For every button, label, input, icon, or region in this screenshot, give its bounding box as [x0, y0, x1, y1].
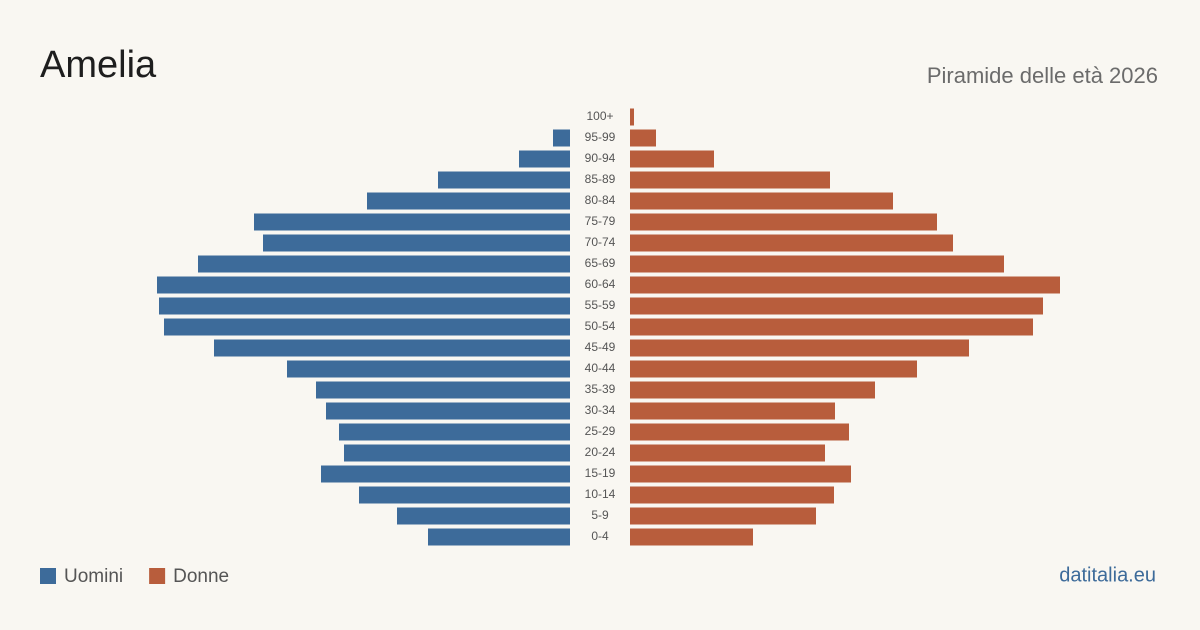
age-label: 40-44 — [585, 361, 616, 375]
bar — [630, 234, 953, 252]
bar — [630, 360, 917, 378]
bar — [438, 171, 570, 189]
source[interactable]: datitalia.eu — [1059, 564, 1156, 586]
bar — [630, 423, 849, 441]
bar — [630, 108, 634, 126]
legend-label: Donne — [173, 566, 229, 587]
bar — [287, 360, 570, 378]
bar — [214, 339, 570, 357]
bar — [630, 129, 656, 147]
bar — [359, 486, 570, 504]
bar — [263, 234, 570, 252]
age-label: 70-74 — [585, 235, 616, 249]
bar — [164, 318, 570, 336]
bar — [326, 402, 570, 420]
bar — [316, 381, 570, 399]
bar — [630, 255, 1004, 273]
bar — [630, 402, 835, 420]
age-label: 50-54 — [585, 319, 616, 333]
chart-title: Amelia — [40, 44, 157, 86]
bar — [157, 276, 570, 294]
legend-swatch — [40, 568, 56, 584]
bar — [367, 192, 570, 210]
age-label: 80-84 — [585, 193, 616, 207]
age-label: 5-9 — [591, 508, 609, 522]
age-label: 100+ — [586, 109, 613, 123]
bar — [630, 486, 834, 504]
age-label: 45-49 — [585, 340, 616, 354]
age-label: 10-14 — [585, 487, 616, 501]
age-label: 95-99 — [585, 130, 616, 144]
bar — [630, 276, 1060, 294]
bar — [630, 318, 1033, 336]
bar — [254, 213, 570, 231]
age-label: 90-94 — [585, 151, 616, 165]
bar — [630, 465, 851, 483]
bar — [339, 423, 570, 441]
age-label: 20-24 — [585, 445, 616, 459]
age-label: 60-64 — [585, 277, 616, 291]
age-label: 85-89 — [585, 172, 616, 186]
age-label: 15-19 — [585, 466, 616, 480]
bar — [630, 171, 830, 189]
age-label: 35-39 — [585, 382, 616, 396]
bar — [553, 129, 570, 147]
age-label: 75-79 — [585, 214, 616, 228]
bar — [397, 507, 570, 525]
bar — [344, 444, 570, 462]
age-label: 0-4 — [591, 529, 609, 543]
legend-swatch — [149, 568, 166, 584]
chart-subtitle: Piramide delle età 2026 — [927, 63, 1158, 88]
legend-label: Uomini — [64, 566, 123, 587]
bar — [630, 339, 969, 357]
age-label: 55-59 — [585, 298, 616, 312]
bar — [428, 528, 570, 546]
bar — [630, 213, 937, 231]
bar — [630, 297, 1043, 315]
age-label: 30-34 — [585, 403, 616, 417]
bar — [630, 507, 816, 525]
bar — [159, 297, 570, 315]
bar — [630, 150, 714, 168]
bar — [630, 381, 875, 399]
age-label: 25-29 — [585, 424, 616, 438]
bar — [630, 444, 825, 462]
bar — [321, 465, 570, 483]
bar — [519, 150, 570, 168]
bar — [198, 255, 570, 273]
bar — [630, 192, 893, 210]
bar — [630, 528, 753, 546]
age-label: 65-69 — [585, 256, 616, 270]
